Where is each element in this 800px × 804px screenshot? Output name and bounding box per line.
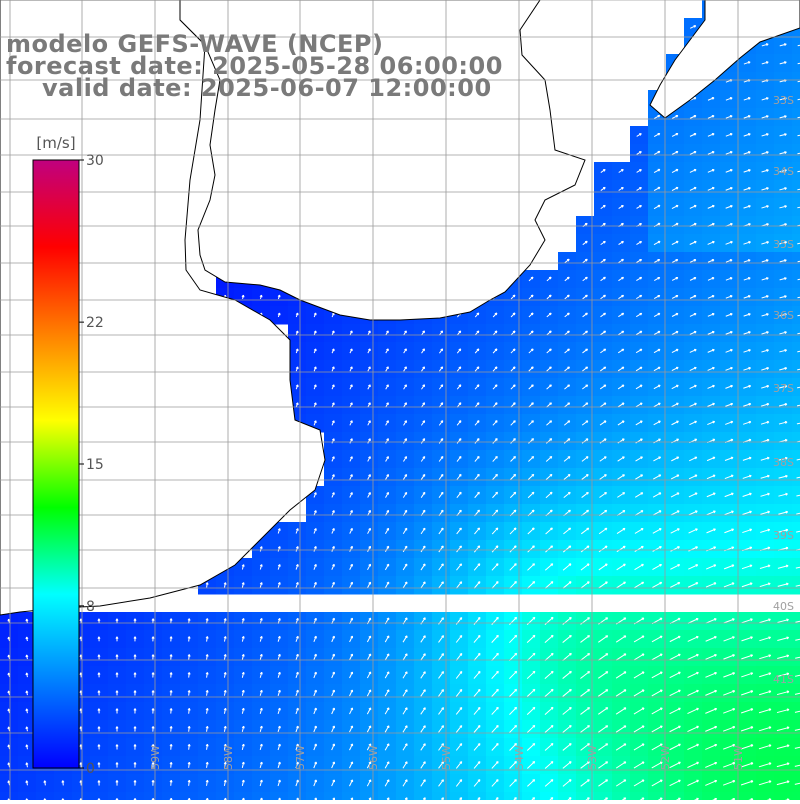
latitude-label: 36S [773,309,794,322]
wind-cell [450,792,469,800]
wind-cell [0,792,19,800]
wind-cell [774,792,793,800]
latitude-label: 38S [773,456,794,469]
wind-cell [558,792,577,800]
longitude-label: 59W [149,745,162,770]
latitude-label: 40S [773,600,794,613]
wind-cell [486,792,505,800]
wind-cell [702,792,721,800]
longitude-label: 53W [586,745,599,770]
wind-cell [522,792,541,800]
latitude-label: 33S [773,94,794,107]
colorbar-unit: [m/s] [36,134,75,152]
wind-cell [648,792,667,800]
wind-cell [738,792,757,800]
latitude-label: 35S [773,238,794,251]
wind-cell [756,792,775,800]
wind-cell [468,792,487,800]
longitude-label: 51W [732,745,745,770]
latitude-label: 37S [773,382,794,395]
latitude-label: 41S [773,673,794,686]
wind-cell [504,792,523,800]
colorbar-tick-label: 8 [86,599,95,615]
valid-date: valid date: 2025-06-07 12:00:00 [42,76,492,100]
longitude-label: 58W [222,745,235,770]
longitude-label: 52W [659,745,672,770]
colorbar-tick-label: 0 [86,761,95,777]
wind-cell [540,792,559,800]
wind-cell [684,792,703,800]
latitude-label: 34S [773,165,794,178]
colorbar-tick-label: 15 [86,457,104,473]
wind-cell [720,792,739,800]
longitude-label: 57W [294,745,307,770]
colorbar-tick-label: 22 [86,315,104,331]
wind-cell [666,792,685,800]
longitude-label: 54W [513,745,526,770]
wind-cell [414,792,433,800]
wind-cell [792,792,800,800]
wind-cell [594,792,613,800]
wind-cell [630,792,649,800]
colorbar-tick-label: 30 [86,153,104,169]
wind-cell [432,792,451,800]
wind-cell [612,792,631,800]
colorbar-gradient [33,160,79,768]
longitude-label: 55W [440,745,453,770]
longitude-label: 56W [367,745,380,770]
latitude-label: 39S [773,529,794,542]
